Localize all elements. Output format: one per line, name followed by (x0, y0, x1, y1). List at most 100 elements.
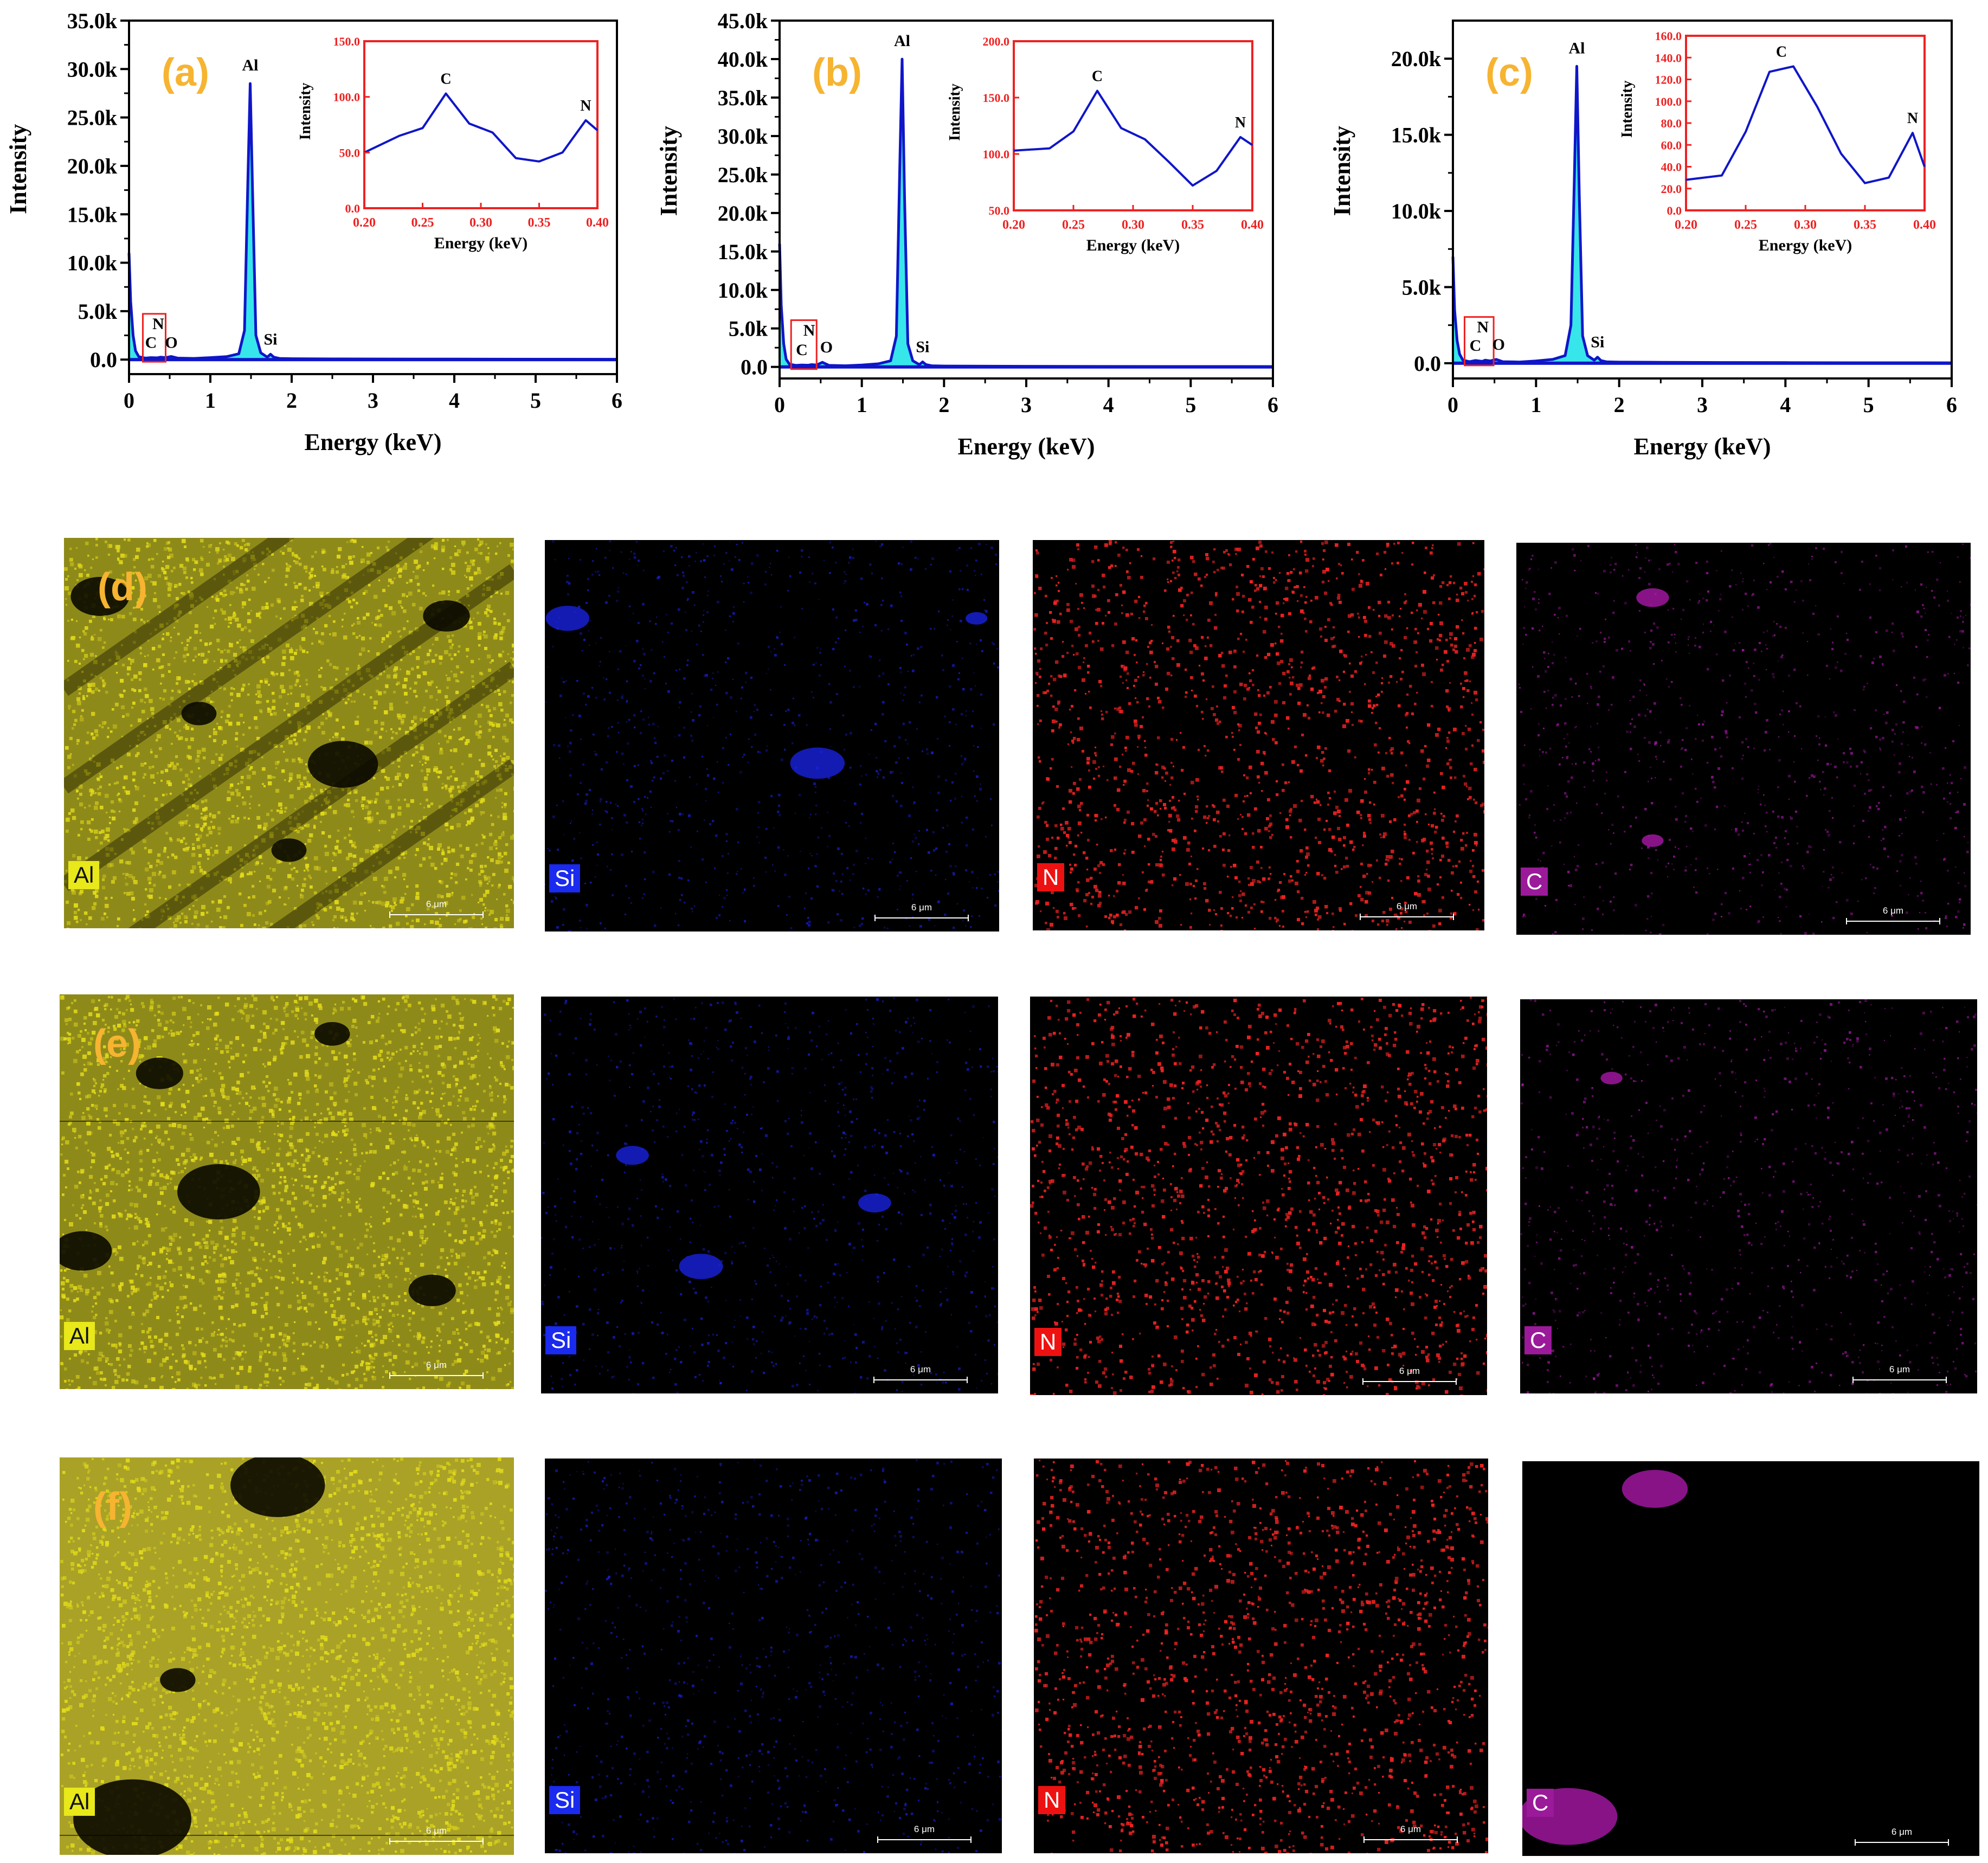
inset-x-tick-label: 0.20 (1675, 218, 1697, 232)
map-d-si: Si 6 μm (545, 540, 999, 932)
scale-bar-line (1360, 914, 1454, 920)
inset-y-axis-title: Intensity (297, 82, 314, 140)
y-tick-label: 30.0k (718, 124, 768, 149)
inset-y-tick-label: 140.0 (1655, 51, 1682, 65)
y-tick-label: 15.0k (718, 240, 768, 264)
inset-y-tick-label: 50.0 (339, 146, 361, 159)
peak-label-al: Al (242, 56, 259, 74)
element-badge-c: C (1521, 868, 1548, 896)
x-tick-label: 5 (1863, 393, 1874, 417)
inset-x-tick-label: 0.40 (1913, 218, 1936, 232)
inset-frame (1685, 35, 1926, 211)
y-tick-label: 0.0 (1414, 351, 1441, 376)
scale-bar: 6 μm (389, 1360, 484, 1382)
inset-x-tick-label: 0.30 (1122, 218, 1144, 232)
y-tick-label: 10.0k (718, 278, 768, 303)
scale-bar-line (877, 1836, 972, 1843)
element-badge-n: N (1034, 1328, 1062, 1356)
element-badge-c: C (1524, 1326, 1552, 1354)
map-e-c: C 6 μm (1520, 999, 1977, 1393)
inset-y-tick-label: 0.0 (345, 202, 361, 215)
inset-frame (363, 40, 599, 209)
map-f-al: Al (f) 6 μm (60, 1457, 514, 1855)
inset-x-tick-label: 0.35 (1854, 218, 1876, 232)
inset-peak-label-c: C (440, 71, 451, 88)
map-f-c: C 6 μm (1522, 1461, 1979, 1856)
x-axis-title: Energy (keV) (305, 429, 442, 455)
inset-y-tick-label: 100.0 (983, 147, 1010, 161)
x-tick-label: 5 (1185, 393, 1196, 417)
scale-bar-line (874, 915, 969, 921)
x-tick-label: 0 (1447, 393, 1458, 417)
element-badge-si: Si (549, 864, 581, 892)
x-axis-title: Energy (keV) (958, 433, 1095, 460)
element-badge-si: Si (549, 1786, 581, 1814)
scale-bar: 6 μm (1846, 905, 1940, 927)
scale-bar-line (389, 1838, 484, 1845)
scale-bar: 6 μm (1855, 1827, 1949, 1848)
map-texture (1520, 999, 1977, 1393)
y-axis-title: Intensity (1329, 126, 1355, 216)
inset-x-axis-title: Energy (keV) (434, 234, 527, 252)
zoom-highlight-box (1463, 316, 1495, 367)
peak-label-al: Al (1568, 39, 1585, 57)
inset-x-axis-title: Energy (keV) (1759, 236, 1852, 254)
inset-x-tick-label: 0.35 (528, 216, 551, 230)
inset-y-tick-label: 20.0 (1661, 182, 1682, 196)
scan-seam (60, 1835, 514, 1836)
scale-bar: 6 μm (874, 902, 969, 924)
x-axis-title: Energy (keV) (1634, 433, 1771, 460)
inset-peak-label-c: C (1776, 43, 1787, 60)
scale-bar-label: 6 μm (426, 1826, 447, 1836)
y-tick-label: 5.0k (1402, 275, 1442, 299)
y-tick-label: 45.0k (718, 9, 768, 33)
zoom-highlight-box (142, 313, 166, 363)
inset-line (1013, 89, 1253, 187)
map-texture (1033, 540, 1484, 930)
y-tick-label: 40.0k (718, 47, 768, 72)
y-tick-label: 0.0 (90, 348, 117, 372)
scale-bar-label: 6 μm (910, 1364, 931, 1374)
scale-bar-label: 6 μm (426, 899, 447, 909)
y-tick-label: 10.0k (67, 251, 118, 275)
element-badge-n: N (1038, 1786, 1066, 1814)
peak-label-o: O (1492, 336, 1505, 354)
panel-label: (e) (93, 1022, 141, 1065)
spectrum-chart-b: 0 1 2 3 4 5 6 0.0 5.0k 10.0k 15.0k 20.0k 25.0k 30.0k 3… (656, 9, 1278, 460)
x-tick-label: 1 (205, 388, 216, 413)
y-tick-label: 15.0k (1391, 123, 1442, 147)
y-tick-label: 20.0k (67, 154, 118, 178)
inset-y-tick-label: 150.0 (983, 91, 1010, 105)
scale-bar: 6 μm (389, 1826, 484, 1847)
inset-line (1685, 65, 1926, 184)
y-tick-label: 10.0k (1391, 199, 1442, 223)
scale-bar-label: 6 μm (1400, 1824, 1421, 1834)
element-badge-n: N (1037, 863, 1065, 891)
y-tick-label: 20.0k (718, 201, 768, 226)
inset-x-tick-label: 0.30 (1794, 218, 1817, 232)
y-tick-label: 20.0k (1391, 47, 1442, 71)
peak-label-o: O (165, 334, 177, 352)
x-tick-label: 2 (1614, 393, 1625, 417)
x-tick-label: 3 (1697, 393, 1708, 417)
map-texture (545, 1459, 1002, 1853)
scale-bar-line (1362, 1378, 1457, 1385)
map-texture (541, 997, 998, 1393)
spectrum-chart-a: 0 1 2 3 4 5 6 0.0 5.0k 10.0k 15.0k 20.0k 25.0k 30.0k 3… (5, 9, 622, 455)
y-axis-title: Intensity (656, 126, 682, 216)
scan-seam (60, 1120, 514, 1122)
y-tick-label: 35.0k (67, 9, 118, 33)
peak-label-n: N (152, 315, 164, 333)
inset-x-tick-label: 0.35 (1181, 218, 1204, 232)
peak-label-si: Si (1591, 333, 1604, 351)
scale-bar: 6 μm (873, 1364, 968, 1386)
inset-x-tick-label: 0.20 (353, 216, 376, 230)
element-badge-al: Al (64, 1322, 95, 1350)
x-tick-label: 1 (857, 393, 867, 417)
y-tick-label: 5.0k (78, 299, 118, 324)
map-texture (1516, 543, 1971, 935)
peak-label-si: Si (263, 330, 277, 348)
inset-peak-label-n: N (580, 98, 591, 114)
x-tick-label: 6 (1268, 393, 1278, 417)
